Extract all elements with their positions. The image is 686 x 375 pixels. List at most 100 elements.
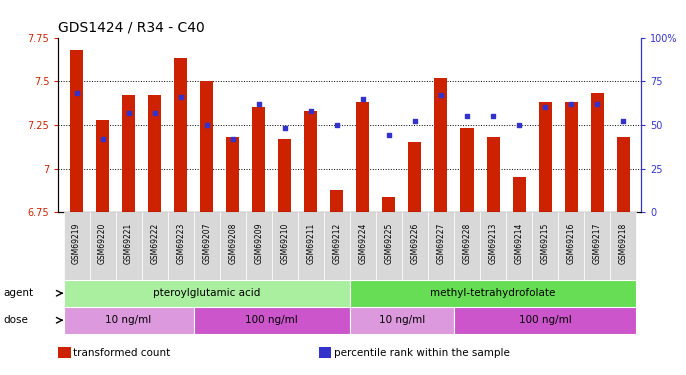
Point: [149, 110, 160, 116]
Text: GSM69227: GSM69227: [436, 222, 445, 264]
Point: [279, 125, 290, 131]
Bar: [167, 212, 193, 280]
Bar: [279, 139, 292, 212]
Text: GSM69209: GSM69209: [255, 222, 263, 264]
Bar: [298, 212, 324, 280]
Text: GSM69212: GSM69212: [332, 222, 342, 264]
Bar: [115, 212, 141, 280]
Bar: [408, 142, 421, 212]
Bar: [64, 280, 350, 307]
Bar: [193, 307, 350, 334]
Bar: [174, 58, 187, 212]
Bar: [96, 120, 109, 212]
Bar: [584, 212, 610, 280]
Point: [227, 136, 238, 142]
Point: [253, 101, 264, 107]
Point: [514, 122, 525, 128]
Bar: [64, 307, 193, 334]
Point: [175, 94, 186, 100]
Text: 100 ng/ml: 100 ng/ml: [519, 315, 571, 325]
Point: [97, 136, 108, 142]
Bar: [539, 102, 552, 212]
Text: GSM69211: GSM69211: [307, 222, 316, 264]
Bar: [200, 81, 213, 212]
Text: methyl-tetrahydrofolate: methyl-tetrahydrofolate: [430, 288, 556, 298]
Text: GSM69221: GSM69221: [124, 222, 133, 264]
Bar: [350, 307, 454, 334]
Bar: [460, 128, 473, 212]
Point: [305, 108, 316, 114]
Bar: [480, 212, 506, 280]
Bar: [486, 137, 499, 212]
Bar: [350, 280, 636, 307]
Text: GSM69216: GSM69216: [567, 222, 576, 264]
Bar: [226, 137, 239, 212]
Bar: [376, 212, 402, 280]
Bar: [148, 95, 161, 212]
Text: GSM69207: GSM69207: [202, 222, 211, 264]
Bar: [558, 212, 584, 280]
Bar: [350, 212, 376, 280]
Text: dose: dose: [3, 315, 28, 325]
Text: GSM69225: GSM69225: [384, 222, 393, 264]
Bar: [428, 212, 454, 280]
Point: [410, 118, 421, 124]
Point: [566, 101, 577, 107]
Text: 100 ng/ml: 100 ng/ml: [246, 315, 298, 325]
Bar: [331, 189, 344, 212]
Bar: [454, 212, 480, 280]
Text: GDS1424 / R34 - C40: GDS1424 / R34 - C40: [58, 21, 205, 35]
Bar: [454, 307, 636, 334]
Text: agent: agent: [3, 288, 34, 298]
Text: GSM69219: GSM69219: [72, 222, 81, 264]
Point: [617, 118, 628, 124]
Bar: [90, 212, 115, 280]
Bar: [305, 111, 318, 212]
Bar: [324, 212, 350, 280]
Text: percentile rank within the sample: percentile rank within the sample: [334, 348, 510, 357]
Point: [331, 122, 342, 128]
Bar: [565, 102, 578, 212]
Bar: [610, 212, 636, 280]
Point: [436, 92, 447, 98]
Bar: [591, 93, 604, 212]
Bar: [64, 212, 90, 280]
Bar: [532, 212, 558, 280]
Point: [462, 113, 473, 119]
Text: GSM69214: GSM69214: [514, 222, 523, 264]
Bar: [193, 212, 220, 280]
Bar: [617, 137, 630, 212]
Point: [201, 122, 212, 128]
Bar: [382, 196, 395, 212]
Text: GSM69223: GSM69223: [176, 222, 185, 264]
Bar: [506, 212, 532, 280]
Point: [357, 96, 368, 102]
Text: GSM69213: GSM69213: [488, 222, 497, 264]
Text: pteroylglutamic acid: pteroylglutamic acid: [153, 288, 261, 298]
Text: transformed count: transformed count: [73, 348, 171, 357]
Text: GSM69224: GSM69224: [358, 222, 368, 264]
Text: GSM69215: GSM69215: [541, 222, 549, 264]
Bar: [434, 78, 447, 212]
Point: [71, 90, 82, 96]
Bar: [402, 212, 428, 280]
Point: [540, 104, 551, 110]
Text: GSM69210: GSM69210: [281, 222, 289, 264]
Text: GSM69218: GSM69218: [619, 222, 628, 264]
Text: GSM69228: GSM69228: [462, 222, 471, 264]
Bar: [70, 50, 83, 212]
Bar: [356, 102, 369, 212]
Text: GSM69220: GSM69220: [98, 222, 107, 264]
Bar: [272, 212, 298, 280]
Bar: [512, 177, 525, 212]
Bar: [122, 95, 135, 212]
Bar: [246, 212, 272, 280]
Point: [488, 113, 499, 119]
Point: [123, 110, 134, 116]
Bar: [141, 212, 167, 280]
Bar: [220, 212, 246, 280]
Text: GSM69217: GSM69217: [593, 222, 602, 264]
Text: GSM69208: GSM69208: [228, 222, 237, 264]
Text: GSM69222: GSM69222: [150, 222, 159, 264]
Text: 10 ng/ml: 10 ng/ml: [106, 315, 152, 325]
